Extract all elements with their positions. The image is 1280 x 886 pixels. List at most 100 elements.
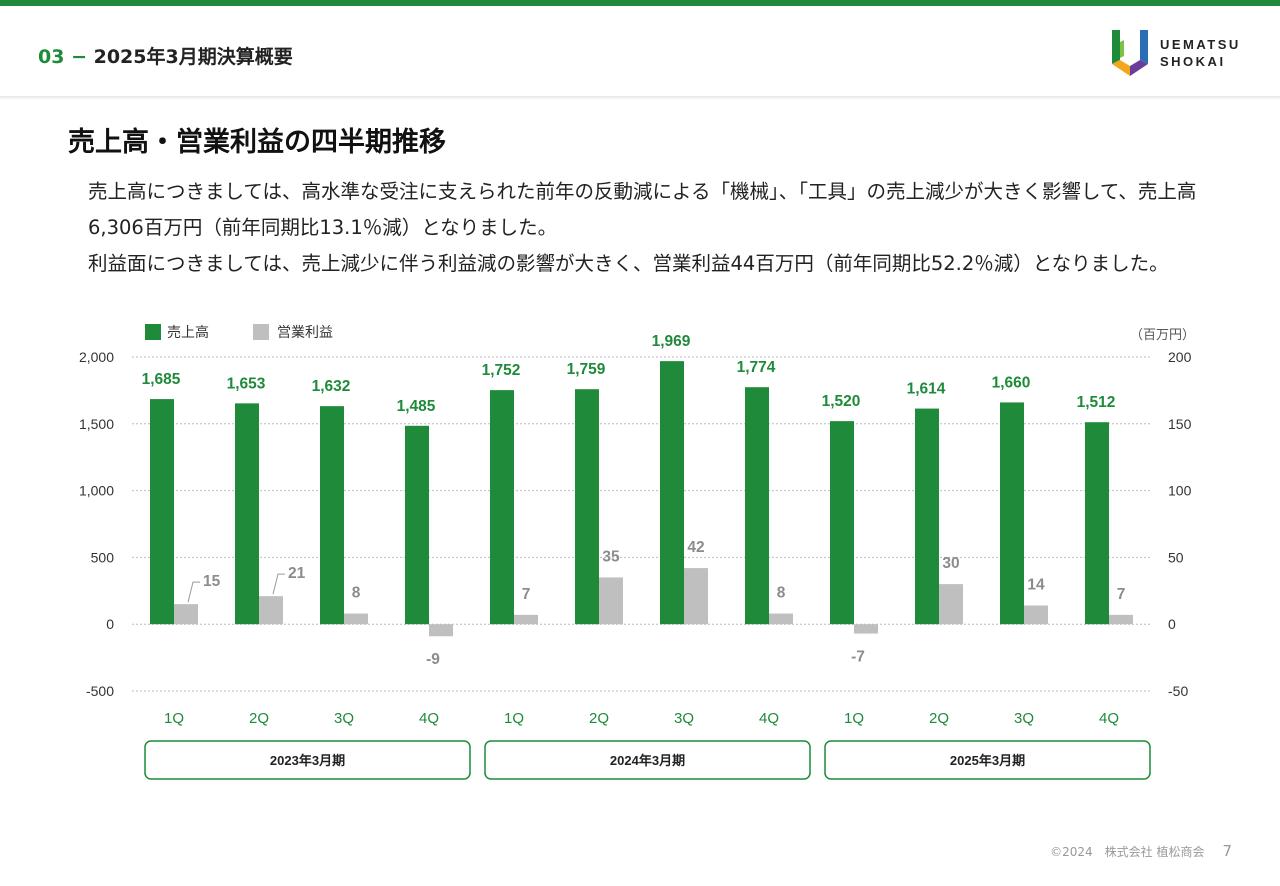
header-divider	[0, 96, 1280, 100]
sales-bar	[405, 425, 429, 625]
description-text: 売上高につきましては、高水準な受注に支えられた前年の反動減による「機械」、「工具…	[68, 174, 1203, 282]
sales-data-label: 1,520	[822, 393, 861, 410]
section-label: 03 − 2025年3月期決算概要	[38, 46, 293, 68]
page-number: 7	[1222, 842, 1232, 860]
paragraph-sales: 売上高につきましては、高水準な受注に支えられた前年の反動減による「機械」、「工具…	[88, 180, 1197, 239]
sales-bar	[320, 406, 344, 625]
profit-bar	[939, 584, 963, 625]
profit-data-label: 15	[203, 573, 221, 590]
sales-bar	[915, 408, 939, 625]
sales-bar	[575, 389, 599, 625]
profit-data-label: 8	[777, 585, 786, 602]
profit-bar	[684, 568, 708, 625]
category-label: 2Q	[589, 710, 609, 727]
profit-bar	[174, 604, 198, 625]
logo-text-line2: SHOKAI	[1160, 54, 1226, 69]
sales-bar	[1085, 422, 1109, 625]
quarterly-sales-profit-chart: 売上高 営業利益 （百万円）2,0001,5001,0005000-50020015…	[79, 324, 1195, 780]
left-axis-tick-label: 1,500	[79, 416, 114, 432]
profit-data-label: 21	[288, 565, 306, 582]
fiscal-year-group-label: 2023年3月期	[270, 753, 345, 768]
category-label: 2Q	[929, 710, 949, 727]
profit-bar	[599, 577, 623, 625]
right-axis-tick-label: 0	[1168, 616, 1176, 632]
sales-data-label: 1,660	[992, 374, 1031, 391]
legend-swatch-sales	[145, 324, 161, 340]
profit-data-label: 14	[1027, 576, 1045, 593]
profit-data-label: 7	[1117, 586, 1126, 603]
category-label: 3Q	[674, 710, 694, 727]
profit-bar	[429, 624, 453, 637]
profit-data-label: -9	[426, 651, 440, 668]
legend-label-profit: 営業利益	[277, 324, 333, 340]
sales-data-label: 1,752	[482, 362, 521, 379]
profit-data-label: 42	[687, 539, 704, 556]
sales-data-label: 1,653	[227, 375, 266, 392]
left-axis-tick-label: 2,000	[79, 349, 114, 365]
sales-bar	[1000, 402, 1024, 625]
category-label: 1Q	[164, 710, 184, 727]
category-label: 4Q	[419, 710, 439, 727]
profit-data-label: 8	[352, 585, 361, 602]
profit-bar	[259, 596, 283, 625]
fiscal-year-group-box	[824, 740, 1151, 780]
sales-data-label: 1,969	[652, 333, 691, 350]
sales-data-label: 1,512	[1077, 394, 1116, 411]
profit-label-leader-line	[187, 581, 200, 603]
category-label: 4Q	[759, 710, 779, 727]
fiscal-year-group-label: 2024年3月期	[610, 753, 685, 768]
left-axis-tick-label: -500	[86, 683, 114, 699]
profit-bar	[769, 613, 793, 625]
sales-bar	[150, 399, 174, 625]
category-label: 3Q	[1014, 710, 1034, 727]
category-label: 1Q	[844, 710, 864, 727]
copyright-text: ©2024 株式会社 植松商会	[1050, 845, 1205, 859]
profit-bar	[1109, 614, 1133, 625]
fiscal-year-group-box	[144, 740, 471, 780]
logo-text-line1: UEMATSU	[1160, 37, 1241, 52]
profit-bar	[854, 624, 878, 634]
section-title: 2025年3月期決算概要	[93, 46, 293, 68]
sales-data-label: 1,759	[567, 361, 606, 378]
sales-data-label: 1,632	[312, 378, 351, 395]
right-axis-tick-label: 50	[1168, 549, 1184, 565]
right-axis-tick-label: 200	[1168, 349, 1192, 365]
sales-data-label: 1,685	[142, 371, 181, 388]
profit-data-label: -7	[851, 649, 865, 666]
legend-label-sales: 売上高	[167, 324, 209, 340]
profit-bar	[344, 613, 368, 625]
right-axis-tick-label: 150	[1168, 416, 1192, 432]
sales-data-label: 1,485	[397, 398, 436, 415]
right-axis-tick-label: -50	[1168, 683, 1188, 699]
profit-data-label: 7	[522, 586, 531, 603]
sales-bar	[830, 421, 854, 625]
profit-label-leader-line	[272, 573, 285, 595]
category-label: 4Q	[1099, 710, 1119, 727]
sales-bar	[490, 390, 514, 625]
sales-data-label: 1,774	[737, 359, 776, 376]
profit-bar	[1024, 605, 1048, 625]
left-axis-tick-label: 0	[106, 616, 114, 632]
category-label: 3Q	[334, 710, 354, 727]
sales-data-label: 1,614	[907, 381, 946, 398]
profit-bar	[514, 614, 538, 625]
profit-data-label: 30	[942, 555, 959, 572]
left-axis-tick-label: 500	[91, 549, 115, 565]
right-axis-tick-label: 100	[1168, 483, 1192, 499]
sales-bar	[660, 361, 684, 625]
legend-swatch-profit	[253, 324, 269, 340]
category-label: 2Q	[249, 710, 269, 727]
top-accent-bar	[0, 0, 1280, 6]
paragraph-profit: 利益面につきましては、売上減少に伴う利益減の影響が大きく、営業利益44百万円（前…	[88, 252, 1169, 275]
page-title: 売上高・営業利益の四半期推移	[68, 127, 446, 158]
logo-mark-icon	[1112, 30, 1148, 76]
fiscal-year-group-box	[484, 740, 811, 780]
footer: ©2024 株式会社 植松商会 7	[1050, 842, 1232, 860]
fiscal-year-group-label: 2025年3月期	[950, 753, 1025, 768]
company-logo: UEMATSU SHOKAI	[1110, 30, 1250, 76]
sales-bar	[235, 403, 259, 625]
section-number: 03	[38, 46, 65, 68]
unit-label: （百万円）	[1130, 327, 1195, 342]
profit-data-label: 35	[602, 548, 620, 565]
sales-bar	[745, 387, 769, 625]
